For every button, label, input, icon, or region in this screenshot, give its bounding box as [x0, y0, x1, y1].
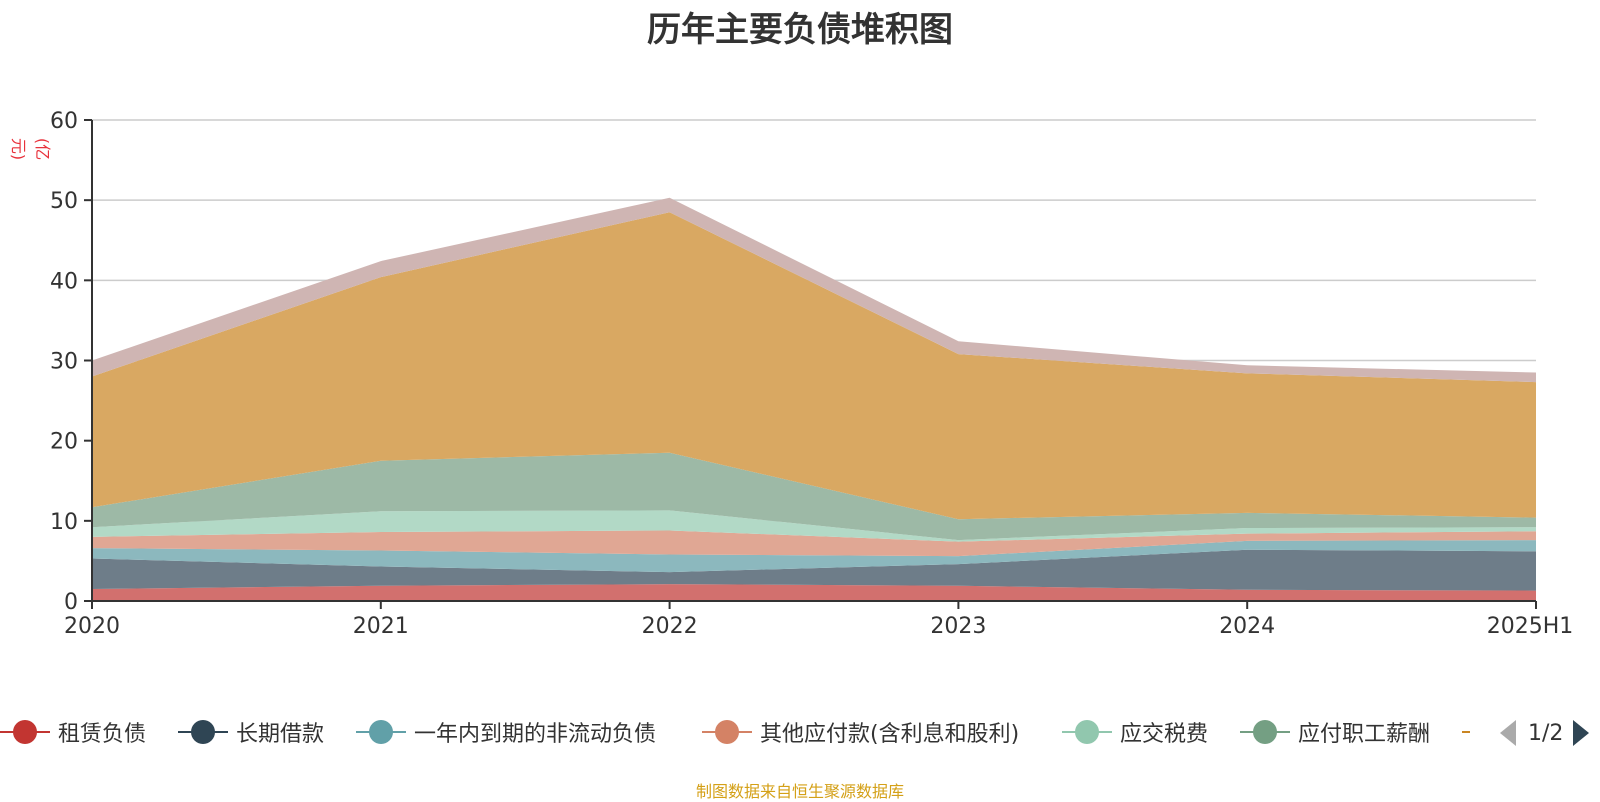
legend-item[interactable]: 应交税费: [1062, 712, 1208, 752]
y-axis-unit: (亿元): [9, 137, 52, 161]
legend-marker-icon: [178, 717, 228, 747]
legend-label: 应付职工薪酬: [1298, 722, 1431, 747]
area-series-1: [92, 549, 1536, 591]
legend-label: 一年内到期的非流动负债: [414, 722, 657, 747]
x-tick-label: 2025H1: [1487, 614, 1574, 639]
y-tick-label: 40: [50, 269, 78, 294]
area-series-3: [92, 530, 1536, 557]
x-tick-label: 2024: [1219, 614, 1275, 639]
axes: 0 10 20 30 40 50 60 2020 2021 2022 2023 2024 2025H1: [50, 109, 1573, 639]
triangle-left-icon: [1500, 720, 1516, 746]
legend: 租赁负债 长期借款 一年内到期的非流动负债 其他应付款(含利息和股利) 应交税费 应付职工…: [0, 712, 1470, 752]
legend-prev-button[interactable]: [1498, 718, 1520, 748]
legend-item[interactable]: 租赁负债: [0, 712, 146, 752]
area-series-4: [92, 510, 1536, 542]
legend-label: 租赁负债: [58, 722, 147, 747]
legend-marker-icon: [702, 717, 752, 747]
legend-label: 其他应付款(含利息和股利): [760, 722, 1020, 747]
legend-marker-icon: [356, 717, 406, 747]
legend-marker-icon: [1062, 717, 1112, 747]
area-series: [92, 197, 1536, 601]
y-tick-label: 10: [50, 510, 78, 535]
y-tick-label: 30: [50, 350, 78, 375]
y-tick-label: 60: [50, 109, 78, 134]
legend-marker-icon: [1462, 717, 1470, 747]
x-tick-label: 2020: [64, 614, 120, 639]
legend-label: 应交税费: [1120, 722, 1209, 747]
area-series-5: [92, 452, 1536, 541]
x-tick-label: 2023: [930, 614, 986, 639]
triangle-right-icon: [1573, 720, 1590, 746]
legend-item[interactable]: 其他应付款(含利息和股利): [702, 712, 1019, 752]
legend-next-button[interactable]: [1571, 718, 1593, 748]
legend-item[interactable]: [1462, 712, 1470, 752]
legend-marker-icon: [1240, 717, 1290, 747]
legend-item[interactable]: 一年内到期的非流动负债: [356, 712, 656, 752]
legend-label: 长期借款: [236, 722, 325, 747]
source-note: 制图数据来自恒生聚源数据库: [695, 782, 904, 801]
legend-marker-icon: [0, 717, 50, 747]
x-tick-label: 2021: [353, 614, 409, 639]
area-series-0: [92, 584, 1536, 601]
chart-title: 历年主要负债堆积图: [647, 10, 953, 50]
x-tick-label: 2022: [642, 614, 698, 639]
legend-item[interactable]: 应付职工薪酬: [1240, 712, 1430, 752]
legend-page-indicator: 1/2: [1528, 720, 1564, 746]
area-series-2: [92, 540, 1536, 573]
y-tick-label: 20: [50, 430, 78, 455]
y-tick-label: 0: [64, 590, 78, 615]
y-tick-label: 50: [50, 189, 78, 214]
legend-item[interactable]: 长期借款: [178, 712, 324, 752]
area-series-6: [92, 212, 1536, 520]
legend-pager: 1/2: [1498, 718, 1593, 748]
